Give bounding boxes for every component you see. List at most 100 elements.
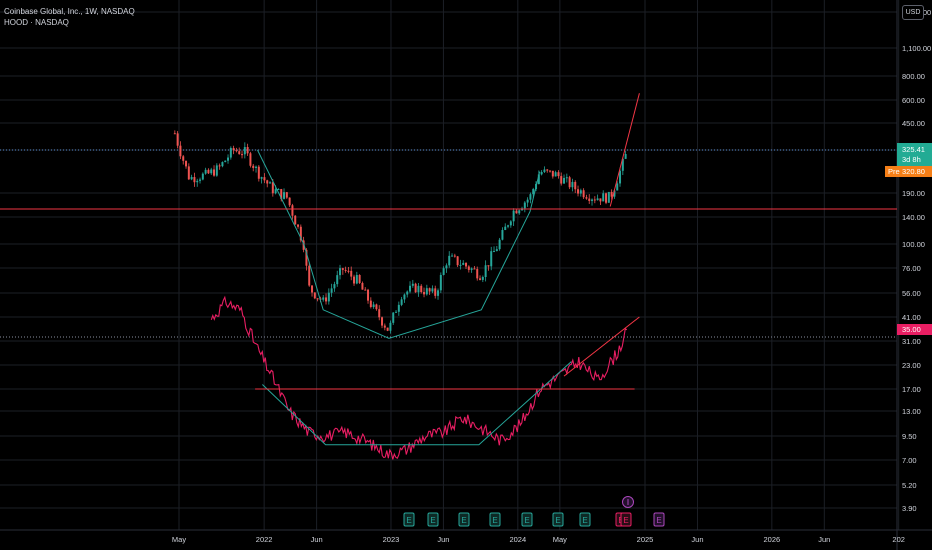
candle [372,304,375,308]
drawing-layer[interactable] [0,149,897,338]
main-symbol-title[interactable]: Coinbase Global, Inc., 1W, NASDAQ [4,7,135,16]
candle [554,172,557,177]
candle [243,147,246,155]
candle [375,304,378,310]
earnings-marker[interactable] [427,512,439,527]
trendline-red[interactable] [563,316,640,377]
candle [481,277,484,280]
time-tick-label: 2026 [763,535,780,544]
candle [179,145,182,157]
earnings-marker[interactable] [653,512,665,527]
candle [395,311,398,313]
candle [409,285,412,292]
time-tick-label: 202 [892,535,905,544]
earnings-marker[interactable] [521,512,533,527]
price-tick-label: 41.00 [902,313,921,322]
candle [459,264,462,266]
price-scale[interactable]: 1,500.001,100.00800.00600.00450.00190.00… [885,8,932,513]
hood-price-value: 35.00 [902,325,921,334]
candle [557,172,560,177]
candle [288,197,291,206]
hood-series [210,295,628,460]
price-tick-label: 100.00 [902,240,925,249]
earnings-marker[interactable] [458,512,470,527]
candle [215,165,218,176]
candle [285,192,288,198]
candle [414,283,417,293]
candle [490,251,493,267]
trendline-teal[interactable] [262,361,572,446]
candle [263,177,266,181]
drawing-layer-top[interactable] [0,93,897,446]
candle [448,255,451,266]
price-tick-label: 3.90 [902,504,917,513]
candle [260,177,263,179]
time-tick-label: May [172,535,186,544]
candle [199,179,202,181]
events-row[interactable]: EEEEEEEEEE [403,496,665,527]
candle [602,193,605,202]
candle [207,169,210,174]
candle [624,154,627,159]
time-scale[interactable]: May 2022 Jun 2023 Jun 2024 May 2025 Jun 2026 Jun 20… [172,535,905,544]
candle [526,199,529,203]
earnings-marker[interactable] [403,512,415,527]
candle [445,265,448,269]
earnings-marker-label: E [656,516,661,525]
candle [389,322,392,331]
trendline-teal[interactable] [257,149,541,339]
price-tick-label: 800.00 [902,72,925,81]
candle [501,230,504,240]
currency-button[interactable]: USD [902,5,924,20]
candle [507,225,510,227]
candle [339,268,342,276]
time-tick-label: Jun [311,535,323,544]
candle [269,182,272,184]
trendline-red[interactable] [609,93,640,207]
candle [605,193,608,203]
candle [204,169,207,174]
candle [341,268,344,270]
candle [392,312,395,323]
earnings-marker[interactable] [620,512,632,527]
chart-legend: Coinbase Global, Inc., 1W, NASDAQ HOOD ·… [4,6,135,28]
candle [563,177,566,184]
candle [213,169,216,176]
candle [182,156,185,161]
candle [451,255,454,257]
candle [257,166,260,179]
earnings-marker[interactable] [552,512,564,527]
candle [383,325,386,328]
candle [227,157,230,161]
price-tick-label: 1,100.00 [902,44,931,53]
candle [549,170,552,172]
time-tick-label: Jun [691,535,703,544]
candle [621,158,624,171]
pre-market-badge[interactable] [885,166,932,177]
candle [532,189,535,195]
candle [355,275,358,284]
candle [509,221,512,226]
candle [546,169,549,171]
candle [235,150,238,152]
hood-price-badge[interactable] [897,324,932,335]
candle [187,166,190,180]
candle [347,270,350,272]
earnings-marker-label: E [406,516,411,525]
overlay-symbol-title[interactable]: HOOD · NASDAQ [4,18,69,27]
candle [425,288,428,295]
candle [229,148,232,158]
candle [619,170,622,184]
last-price-badge[interactable] [897,143,932,166]
candle [473,268,476,270]
price-tick-label: 9.50 [902,432,917,441]
candle [582,190,585,198]
earnings-marker[interactable] [489,512,501,527]
candle [571,181,574,188]
earnings-marker[interactable] [579,512,591,527]
candle [241,154,244,156]
candle [616,183,619,191]
